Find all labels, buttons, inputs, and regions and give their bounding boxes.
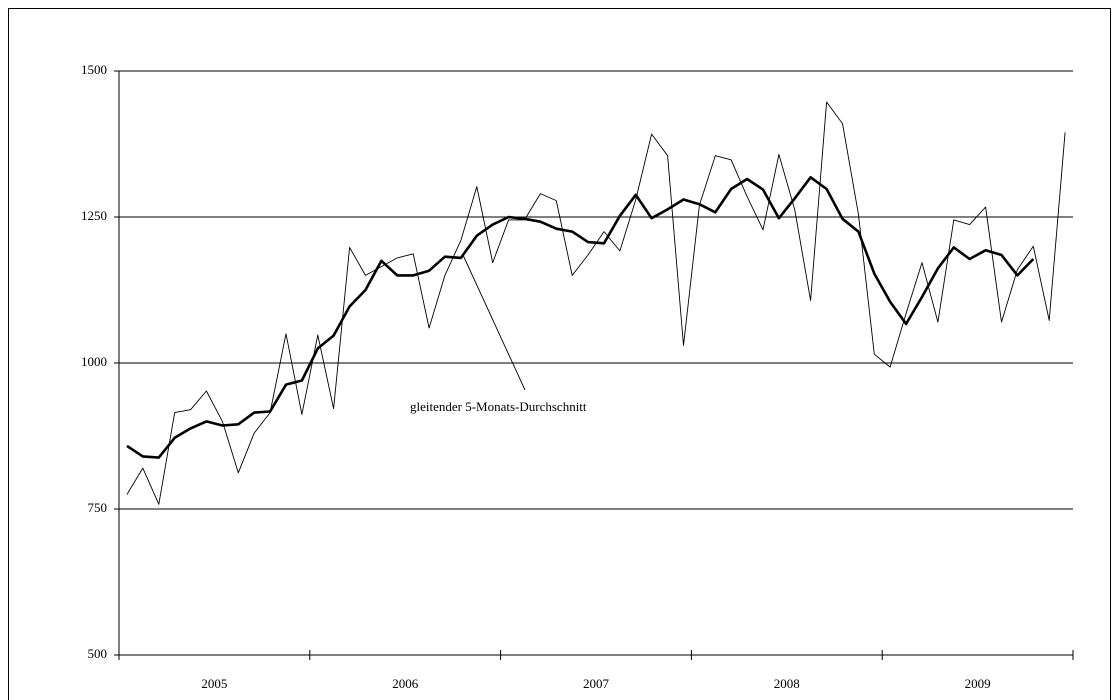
annotation: gleitender 5-Monats-Durchschnitt	[410, 399, 587, 414]
chart-border	[8, 8, 1111, 700]
y-tick-label: 750	[88, 500, 108, 515]
y-tick-label: 1000	[81, 354, 107, 369]
y-tick-label: 1250	[81, 208, 107, 223]
x-tick-label: 2005	[201, 676, 227, 691]
x-tick-label: 2008	[774, 676, 800, 691]
x-tick-label: 2007	[583, 676, 610, 691]
series-line	[126, 176, 1035, 459]
series-line	[126, 101, 1066, 505]
x-tick-label: 2006	[392, 676, 419, 691]
annotation-pointer	[462, 254, 526, 391]
y-tick-label: 1500	[81, 62, 107, 77]
y-tick-label: 500	[88, 646, 108, 661]
x-tick-label: 2009	[965, 676, 991, 691]
